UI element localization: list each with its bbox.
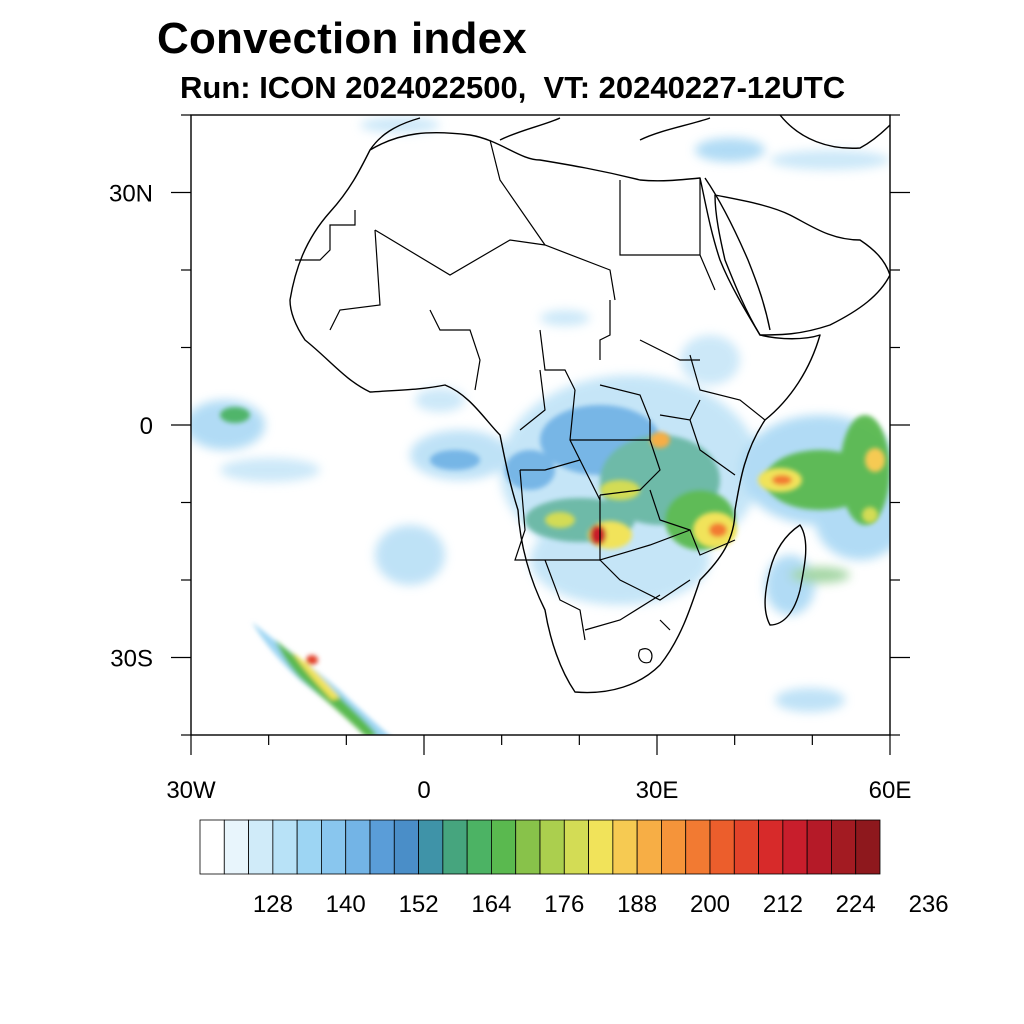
- axis-tick-labels: 30N 0 30S 30W 0 30E 60E: [109, 181, 911, 805]
- colorbar-swatch: [515, 819, 541, 875]
- colorbar-swatch: [248, 819, 274, 875]
- colorbar-swatch: [782, 819, 808, 875]
- axis-ticks: [171, 114, 910, 755]
- chart-title: Convection index: [157, 14, 527, 63]
- colorbar-swatch: [393, 819, 419, 875]
- colorbar-swatch: [199, 819, 225, 875]
- colorbar-swatch: [442, 819, 468, 875]
- colorbar-swatch: [661, 819, 687, 875]
- colorbar-label: 176: [544, 891, 584, 918]
- lon-tick-label: 0: [417, 777, 430, 804]
- colorbar-swatch: [563, 819, 589, 875]
- colorbar-swatch: [709, 819, 735, 875]
- colorbar-swatch: [369, 819, 395, 875]
- colorbar-swatch: [491, 819, 517, 875]
- convection-field: [191, 117, 890, 735]
- coastlines: [289, 115, 890, 694]
- lat-tick-label: 0: [140, 413, 153, 440]
- colorbar-swatch: [223, 819, 249, 875]
- colorbar-swatch: [685, 819, 711, 875]
- chart-subtitle: Run: ICON 2024022500, VT: 20240227-12UTC: [180, 70, 846, 105]
- colorbar-swatch: [612, 819, 638, 875]
- colorbar-swatch: [855, 819, 881, 875]
- colorbar-swatch: [296, 819, 322, 875]
- africa-coastline: [289, 131, 821, 694]
- colorbar-label: 236: [909, 891, 949, 918]
- colorbar-label: 224: [836, 891, 876, 918]
- colorbar-swatch: [588, 819, 614, 875]
- lat-tick-label: 30S: [110, 646, 153, 673]
- colorbar-label: 128: [253, 891, 293, 918]
- colorbar-swatch: [831, 819, 857, 875]
- colorbar-swatch: [539, 819, 565, 875]
- europe-coast: [369, 115, 890, 151]
- lat-tick-label: 30N: [109, 181, 153, 208]
- colorbar-label: 212: [763, 891, 803, 918]
- country-borders: [295, 139, 766, 664]
- colorbar-label: 164: [471, 891, 511, 918]
- colorbar-swatch: [418, 819, 444, 875]
- colorbar-swatch: [758, 819, 784, 875]
- lon-tick-label: 30E: [636, 777, 679, 804]
- colorbar-swatch: [345, 819, 371, 875]
- colorbar-swatch: [733, 819, 759, 875]
- colorbar-swatch: [272, 819, 298, 875]
- lon-tick-label: 30W: [166, 777, 216, 804]
- colorbar-label: 188: [617, 891, 657, 918]
- colorbar-label: 152: [399, 891, 439, 918]
- colorbar-label: 200: [690, 891, 730, 918]
- lon-tick-label: 60E: [869, 777, 912, 804]
- red-sea: [704, 177, 771, 331]
- colorbar-label: 140: [326, 891, 366, 918]
- colorbar: [199, 819, 881, 875]
- colorbar-labels: 128 140 152 164 176 188 200 212 224 236: [253, 891, 949, 918]
- colorbar-swatch: [636, 819, 662, 875]
- colorbar-swatch: [806, 819, 832, 875]
- madagascar: [764, 524, 807, 626]
- arabian-peninsula: [714, 194, 890, 336]
- colorbar-swatch: [321, 819, 347, 875]
- colorbar-swatch: [466, 819, 492, 875]
